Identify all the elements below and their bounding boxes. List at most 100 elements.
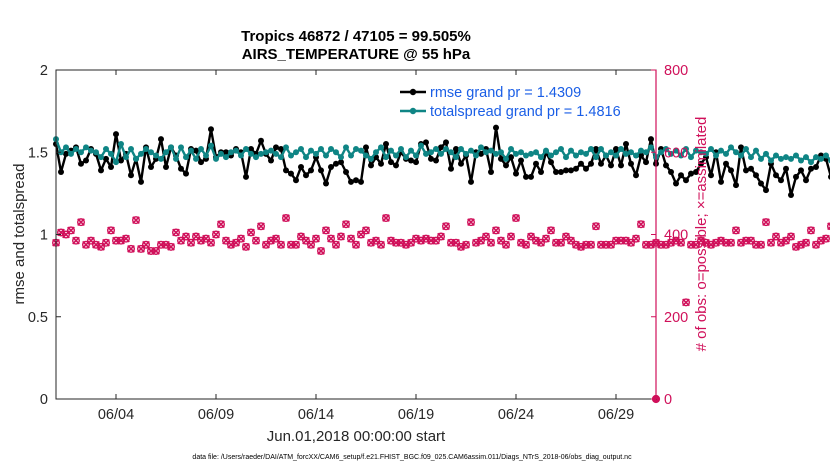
totalspread-point — [733, 149, 739, 156]
totalspread-point — [148, 149, 154, 156]
obs-assimilated-point — [257, 222, 265, 231]
rmse-point — [183, 170, 189, 177]
x-axis: 06/04 06/09 06/14 06/19 06/24 06/29 — [98, 70, 634, 423]
rmse-point — [638, 152, 644, 159]
rmse-point — [568, 167, 574, 174]
legend-box — [395, 78, 651, 124]
rmse-point — [408, 157, 414, 164]
obs-assimilated-point — [327, 234, 335, 243]
y-left-tick-label: 1 — [40, 228, 48, 244]
obs-possible-point — [257, 222, 266, 231]
obs-assimilated-point — [702, 238, 710, 247]
obs-assimilated-point — [412, 234, 420, 243]
totalspread-point — [628, 149, 634, 156]
rmse-point — [83, 157, 89, 164]
chart-title-line1: Tropics 46872 / 47105 = 99.505% — [241, 28, 471, 45]
rmse-point — [548, 159, 554, 166]
totalspread-point — [263, 149, 269, 156]
rmse-point — [78, 160, 84, 167]
totalspread-point — [598, 145, 604, 152]
obs-assimilated-point — [267, 236, 275, 245]
y-right-tick-label: 400 — [664, 228, 688, 244]
obs-possible-point — [502, 240, 511, 249]
obs-possible-point — [467, 218, 476, 227]
rmse-point — [393, 162, 399, 169]
rmse-point — [268, 157, 274, 164]
obs-possible-point — [322, 226, 331, 235]
rmse-point — [103, 155, 109, 162]
obs-assimilated-point — [207, 238, 215, 247]
rmse-point — [758, 180, 764, 187]
rmse-point — [443, 139, 449, 146]
obs-assimilated-point — [132, 216, 140, 224]
obs-possible-point — [492, 226, 501, 235]
obs-possible-point — [71, 236, 80, 245]
y-axis-left-label: rmse and totalspread — [11, 164, 28, 305]
obs-assimilated-point — [77, 218, 85, 227]
obs-assimilated-point — [732, 226, 740, 235]
obs-possible-point — [382, 214, 391, 223]
totalspread-point — [373, 149, 379, 156]
obs-possible-point — [682, 298, 691, 307]
y-axis-right: 0 200 400 600 800 — [651, 63, 688, 408]
totalspread-point — [193, 155, 199, 162]
rmse-point — [598, 160, 604, 167]
obs-assimilated-point — [797, 240, 805, 249]
rmse-point — [503, 162, 509, 169]
obs-possible-point — [156, 240, 165, 249]
obs-possible-point — [607, 240, 616, 249]
totalspread-point — [323, 152, 329, 159]
totalspread-point — [113, 159, 119, 166]
rmse-point — [328, 164, 334, 171]
rmse-point — [763, 187, 769, 194]
obs-possible-point — [191, 232, 200, 241]
obs-assimilated-point — [277, 240, 285, 249]
totalspread-point — [408, 147, 414, 154]
totalspread-point — [713, 152, 719, 159]
totalspread-point — [313, 150, 319, 157]
obs-assimilated-point — [467, 218, 475, 227]
plot-content — [52, 124, 830, 404]
obs-possible-point — [251, 236, 260, 245]
obs-possible-point — [772, 232, 781, 241]
obs-assimilated-point — [572, 240, 580, 249]
obs-assimilated-point — [197, 236, 205, 245]
obs-assimilated-point — [382, 214, 390, 222]
obs-assimilated-point — [697, 236, 705, 245]
rmse-point — [368, 162, 374, 169]
obs-assimilated-point — [307, 240, 315, 249]
rmse-point — [788, 192, 794, 199]
totalspread-point — [538, 154, 544, 161]
totalspread-point — [388, 147, 394, 154]
totalspread-point — [328, 145, 334, 152]
rmse-point — [438, 144, 444, 151]
totalspread-point — [333, 149, 339, 156]
obs-possible-point — [86, 236, 95, 245]
rmse-point — [693, 168, 699, 175]
obs-assimilated-point — [472, 238, 480, 247]
rmse-point — [588, 160, 594, 167]
totalspread-point — [483, 149, 489, 156]
rmse-point — [208, 126, 214, 133]
obs-possible-point — [487, 238, 496, 247]
obs-assimilated-point — [677, 238, 685, 247]
totalspread-point — [318, 145, 324, 152]
obs-possible-point — [642, 240, 651, 249]
x-tick-label: 06/14 — [298, 407, 334, 423]
totalspread-point — [728, 144, 734, 151]
obs-assimilated-point — [352, 240, 360, 249]
obs-possible-point — [377, 240, 386, 249]
rmse-point — [798, 167, 804, 174]
totalspread-point — [348, 152, 354, 159]
totalspread-point — [88, 147, 94, 154]
legend-marker-rmse — [409, 88, 417, 96]
y-axis-left: 0 0.5 1 1.5 2 — [28, 63, 61, 408]
obs-assimilated-point — [317, 247, 325, 255]
legend-marker-spread — [409, 107, 417, 115]
obs-assimilated-point — [587, 240, 595, 249]
rmse-point — [648, 136, 654, 143]
totalspread-point — [168, 144, 174, 151]
rmse-point — [323, 180, 329, 187]
rmse-point — [98, 167, 104, 174]
totalspread-point — [423, 150, 429, 157]
